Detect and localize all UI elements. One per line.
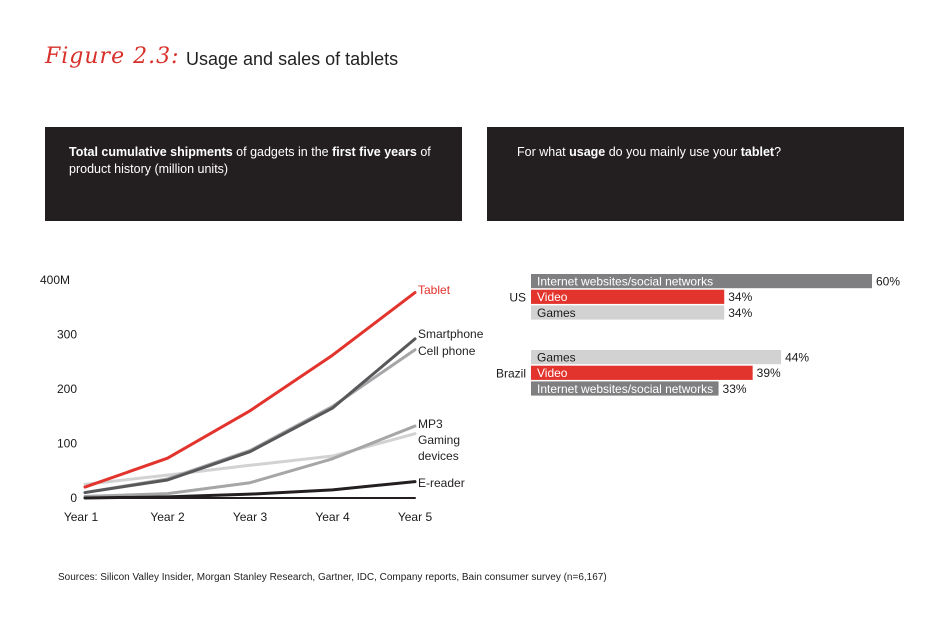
- x-tick-label: Year 1: [64, 510, 99, 524]
- bar: [531, 381, 719, 396]
- left-panel-text-0: Total cumulative shipments: [69, 145, 233, 159]
- bar-label: Games: [537, 351, 576, 365]
- bar-label: Video: [537, 290, 568, 304]
- bar-value: 34%: [728, 290, 752, 304]
- y-tick-label: 0: [70, 491, 77, 505]
- bar: [531, 274, 872, 289]
- x-tick-label: Year 3: [233, 510, 268, 524]
- left-panel-text-3: of product history (million units): [69, 145, 431, 176]
- series-label: Tablet: [418, 283, 451, 297]
- series-line-smartphone: [83, 337, 417, 495]
- group-label: Brazil: [496, 367, 526, 381]
- source-note: Sources: Silicon Valley Insider, Morgan …: [58, 572, 607, 583]
- series-line-e-reader: [83, 480, 417, 500]
- series-label: Gaming: [418, 433, 460, 447]
- group-label: US: [509, 291, 526, 305]
- bar-value: 33%: [723, 382, 747, 396]
- bar-value: 44%: [785, 351, 809, 365]
- bar-value: 60%: [876, 275, 900, 289]
- right-panel-text-4: ?: [774, 145, 782, 159]
- bar: [531, 305, 725, 320]
- bar: [531, 350, 782, 365]
- bar-value: 34%: [728, 306, 752, 320]
- series-label: devices: [418, 449, 459, 463]
- shipments-line-chart: 0 100 200 300 400M Year 1 Year 2 Year 3 Year 4 Ye…: [40, 273, 484, 524]
- figure-title: Usage and sales of tablets: [186, 49, 399, 69]
- left-chart-header: Total cumulative shipments of gadgets in…: [45, 127, 462, 221]
- usage-bar-chart: US Internet websites/social networks 60% Vi…: [496, 274, 900, 396]
- left-panel-text-1: of gadgets in the: [232, 145, 333, 159]
- bar: [531, 289, 725, 304]
- y-tick-label: 100: [57, 437, 77, 451]
- right-chart-header: For what usage do you mainly use your ta…: [487, 127, 904, 221]
- series-line-gaming-devices: [83, 432, 417, 486]
- series-label: MP3: [418, 417, 443, 431]
- right-panel-text-0: For what: [517, 145, 570, 159]
- bar-label: Internet websites/social networks: [537, 382, 713, 396]
- x-tick-label: Year 5: [398, 510, 433, 524]
- bar-label: Games: [537, 306, 576, 320]
- y-tick-label: 400M: [40, 273, 70, 287]
- left-panel-text-2: first five years: [332, 145, 417, 159]
- series-line-mp3: [83, 424, 417, 498]
- bar-label: Internet websites/social networks: [537, 275, 713, 289]
- right-panel-text-2: do you mainly use your: [605, 145, 741, 159]
- bar-label: Video: [537, 366, 568, 380]
- y-tick-label: 300: [57, 328, 77, 342]
- charts-canvas: 0 100 200 300 400M Year 1 Year 2 Year 3 Year 4 Ye…: [40, 273, 900, 524]
- series-label: E-reader: [418, 476, 465, 490]
- series-label: Cell phone: [418, 344, 476, 358]
- figure-label: Figure 2.3:: [45, 44, 180, 69]
- right-panel-text-3: tablet: [740, 145, 775, 159]
- x-tick-label: Year 4: [315, 510, 350, 524]
- x-tick-label: Year 2: [150, 510, 185, 524]
- y-tick-label: 200: [57, 382, 77, 396]
- right-panel-text-1: usage: [569, 145, 606, 159]
- series-line-tablet: [83, 291, 417, 489]
- bar: [531, 365, 753, 380]
- series-label: Smartphone: [418, 327, 484, 341]
- bar-value: 39%: [757, 366, 781, 380]
